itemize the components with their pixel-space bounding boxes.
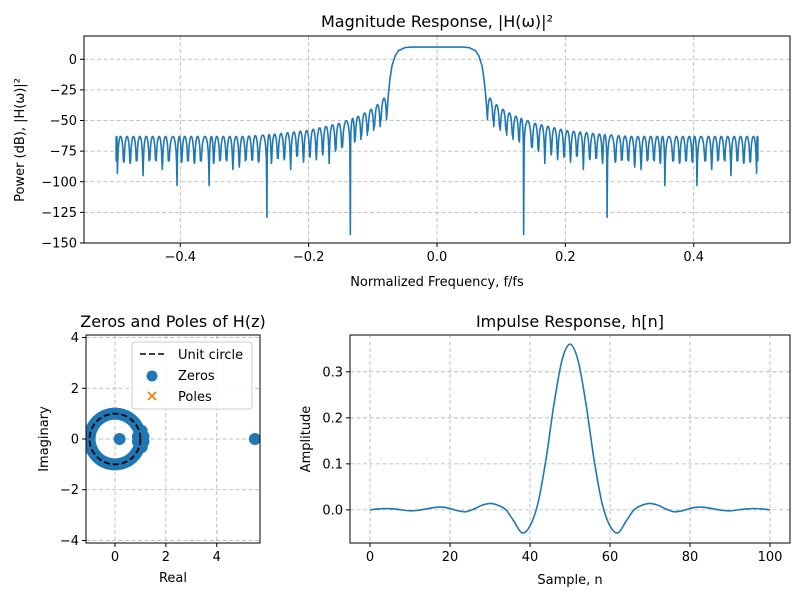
zero-marker <box>113 433 126 445</box>
magnitude-response-line <box>115 46 759 236</box>
legend-box <box>131 341 253 410</box>
legend-zeros-label: Zeros <box>178 369 215 384</box>
pole-zero-title: Zeros and Poles of H(z) <box>80 312 265 331</box>
y-tick-label: −150 <box>41 237 77 252</box>
legend-poles-label: Poles <box>178 390 212 405</box>
y-tick-label: −50 <box>50 114 77 129</box>
y-tick-label: 0.0 <box>322 503 343 518</box>
legend-poles-marker <box>147 391 157 401</box>
x-tick-label: −0.2 <box>293 250 325 265</box>
y-tick-label: 0 <box>71 433 79 448</box>
x-tick-label: 80 <box>682 550 699 565</box>
x-tick-label: 0.4 <box>683 250 704 265</box>
magnitude-title: Magnitude Response, |H(ω)|² <box>321 12 553 31</box>
legend-zeros-marker <box>146 370 158 382</box>
impulse-response-line <box>369 343 771 534</box>
magnitude-xlabel: Normalized Frequency, f/fs <box>350 275 524 290</box>
x-tick-label: 0.0 <box>427 250 448 265</box>
y-tick-label: 2 <box>71 382 79 397</box>
impulse-ylabel: Amplitude <box>299 406 314 473</box>
pole-zero-axes-frame <box>85 334 261 544</box>
impulse-title: Impulse Response, h[n] <box>476 312 664 331</box>
x-tick-label: 100 <box>758 550 783 565</box>
impulse-xlabel: Sample, n <box>537 573 602 588</box>
pole-zero-ylabel: Imaginary <box>37 406 52 472</box>
y-tick-label: 4 <box>71 331 79 346</box>
y-tick-label: −100 <box>41 175 77 190</box>
y-tick-label: −125 <box>41 206 77 221</box>
zero-marker <box>86 433 96 446</box>
pole-zero-xlabel: Real <box>159 571 187 586</box>
y-tick-label: −4 <box>60 534 79 549</box>
magnitude-ylabel: Power (dB), |H(ω)|² <box>13 78 28 202</box>
x-tick-label: 2 <box>162 550 170 565</box>
x-tick-label: 20 <box>442 550 459 565</box>
legend-unit-circle-label: Unit circle <box>178 348 243 363</box>
unit-circle <box>88 412 142 466</box>
x-tick-label: −0.4 <box>164 250 196 265</box>
y-tick-label: −25 <box>50 83 77 98</box>
x-tick-label: 0.2 <box>555 250 576 265</box>
magnitude-axes-frame <box>83 35 791 244</box>
legend: Unit circle Zeros Poles <box>131 341 253 410</box>
y-tick-label: 0.3 <box>322 365 343 380</box>
x-tick-label: 60 <box>602 550 619 565</box>
y-tick-label: 0 <box>69 53 77 68</box>
magnitude-response-axes: Magnitude Response, |H(ω)|² −0.4 −0.2 0.0 0… <box>13 12 791 290</box>
x-tick-label: 40 <box>522 550 539 565</box>
impulse-response-axes: Impulse Response, h[n] 0 20 40 60 80 100 0.0 0.… <box>299 312 791 588</box>
x-tick-label: 0 <box>366 550 374 565</box>
x-tick-label: 4 <box>213 550 221 565</box>
impulse-axes-frame <box>349 334 791 544</box>
zero-marker <box>248 433 260 445</box>
y-tick-label: 0.2 <box>322 411 343 426</box>
x-tick-label: 0 <box>111 550 119 565</box>
y-tick-label: −2 <box>60 483 79 498</box>
zero-marker <box>137 435 150 448</box>
y-tick-label: 0.1 <box>322 457 343 472</box>
y-tick-label: −75 <box>50 145 77 160</box>
